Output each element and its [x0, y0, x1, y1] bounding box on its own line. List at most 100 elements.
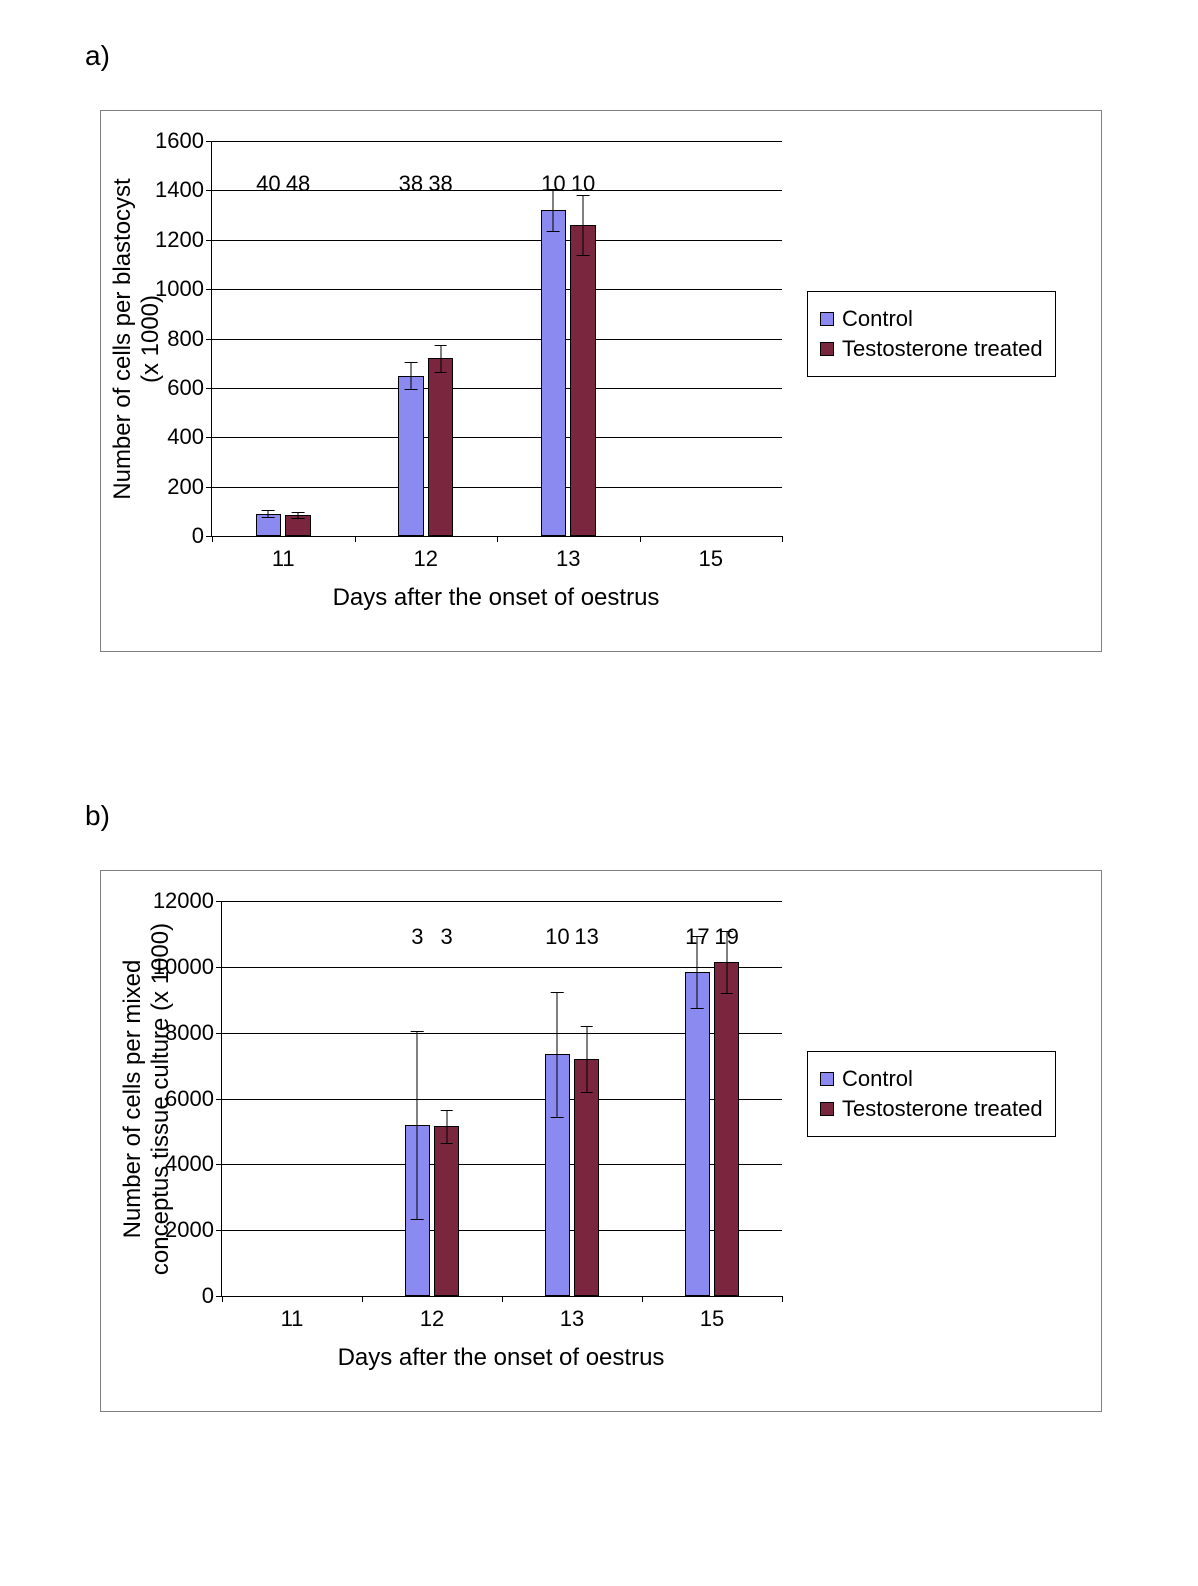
chart-ytick-mark — [216, 1164, 222, 1165]
chart-error-bar — [440, 345, 441, 372]
chart-n-label: 10 — [541, 171, 565, 197]
panel-a-label: a) — [85, 40, 110, 72]
chart-xtick-label: 11 — [281, 1296, 304, 1332]
chart-n-label: 3 — [411, 924, 423, 950]
chart-a-y-title-line1: Number of cells per blastocyst — [109, 178, 137, 499]
chart-error-cap — [262, 510, 275, 511]
chart-error-cap — [292, 512, 305, 513]
chart-ytick-mark — [206, 339, 212, 340]
chart-error-cap — [411, 1031, 424, 1032]
chart-n-label: 17 — [685, 924, 709, 950]
chart-n-label: 48 — [286, 171, 310, 197]
chart-a-x-title: Days after the onset of oestrus — [333, 584, 660, 612]
chart-error-cap — [551, 992, 564, 993]
chart-ytick-label: 1600 — [155, 128, 212, 154]
chart-gridline — [212, 437, 782, 438]
chart-n-label: 10 — [545, 924, 569, 950]
legend-swatch-testosterone-icon — [820, 1102, 834, 1116]
chart-xtick-mark — [502, 1296, 503, 1302]
chart-error-bar — [446, 1110, 447, 1143]
chart-error-cap — [720, 993, 733, 994]
chart-ytick-mark — [216, 1230, 222, 1231]
chart-error-cap — [580, 1092, 593, 1093]
chart-gridline — [222, 901, 782, 902]
chart-ytick-label: 1200 — [155, 227, 212, 253]
chart-bar — [434, 1126, 459, 1296]
chart-gridline — [212, 339, 782, 340]
chart-xtick-mark — [640, 536, 641, 542]
legend-row-control: Control — [820, 1066, 1043, 1092]
chart-error-cap — [547, 231, 560, 232]
chart-error-cap — [292, 518, 305, 519]
chart-bar — [398, 376, 424, 536]
chart-gridline — [212, 487, 782, 488]
chart-bar — [714, 962, 739, 1296]
chart-a-y-title-line2: (x 1000) — [137, 294, 165, 382]
chart-xtick-mark — [497, 536, 498, 542]
chart-b-y-title-line2: conceptus tissue culture (x 1000) — [147, 922, 175, 1274]
chart-error-cap — [405, 389, 418, 390]
chart-xtick-label: 15 — [700, 1296, 724, 1332]
chart-a-legend: Control Testosterone treated — [807, 291, 1056, 377]
chart-n-label: 13 — [574, 924, 598, 950]
chart-bar — [541, 210, 567, 536]
chart-bar — [685, 972, 710, 1296]
chart-b-y-title-line1: Number of cells per mixed — [119, 959, 147, 1238]
chart-b-x-title: Days after the onset of oestrus — [338, 1344, 665, 1372]
chart-n-label: 3 — [440, 924, 452, 950]
chart-xtick-label: 13 — [560, 1296, 584, 1332]
chart-error-bar — [586, 1026, 587, 1092]
chart-xtick-mark — [362, 1296, 363, 1302]
chart-gridline — [212, 141, 782, 142]
chart-error-cap — [434, 372, 447, 373]
chart-ytick-mark — [206, 388, 212, 389]
legend-label-control: Control — [842, 1066, 913, 1092]
chart-gridline — [222, 967, 782, 968]
chart-error-cap — [577, 255, 590, 256]
chart-bar — [570, 225, 596, 536]
chart-xtick-mark — [212, 536, 213, 542]
legend-swatch-control-icon — [820, 312, 834, 326]
chart-a-frame: 0200400600800100012001400160011121315404… — [100, 110, 1102, 652]
chart-ytick-mark — [206, 437, 212, 438]
chart-ytick-mark — [216, 1099, 222, 1100]
chart-error-cap — [411, 1219, 424, 1220]
legend-label-control: Control — [842, 306, 913, 332]
chart-xtick-mark — [642, 1296, 643, 1302]
chart-error-bar — [583, 195, 584, 254]
chart-error-cap — [440, 1110, 453, 1111]
page-root: a) 0200400600800100012001400160011121315… — [0, 0, 1198, 1586]
chart-n-label: 40 — [256, 171, 280, 197]
chart-error-bar — [417, 1031, 418, 1219]
chart-xtick-label: 12 — [420, 1296, 444, 1332]
chart-ytick-mark — [216, 1033, 222, 1034]
legend-row-testosterone: Testosterone treated — [820, 1096, 1043, 1122]
legend-swatch-control-icon — [820, 1072, 834, 1086]
chart-b-legend: Control Testosterone treated — [807, 1051, 1056, 1137]
chart-error-cap — [405, 362, 418, 363]
chart-b-plot: 0200040006000800010000120001112131533101… — [221, 901, 782, 1297]
chart-error-bar — [268, 510, 269, 517]
chart-gridline — [212, 289, 782, 290]
chart-ytick-mark — [216, 967, 222, 968]
chart-error-cap — [434, 345, 447, 346]
chart-xtick-label: 13 — [556, 536, 580, 572]
chart-xtick-mark — [782, 1296, 783, 1302]
chart-n-label: 38 — [428, 171, 452, 197]
chart-ytick-mark — [206, 190, 212, 191]
chart-n-label: 10 — [571, 171, 595, 197]
chart-n-label: 38 — [399, 171, 423, 197]
chart-ytick-mark — [206, 141, 212, 142]
chart-ytick-label: 12000 — [153, 888, 222, 914]
chart-gridline — [212, 240, 782, 241]
chart-b-frame: 0200040006000800010000120001112131533101… — [100, 870, 1102, 1412]
legend-label-testosterone: Testosterone treated — [842, 1096, 1043, 1122]
chart-error-cap — [691, 1008, 704, 1009]
chart-xtick-mark — [355, 536, 356, 542]
chart-ytick-mark — [206, 487, 212, 488]
chart-xtick-label: 11 — [272, 536, 295, 572]
chart-bar — [428, 358, 454, 536]
chart-error-cap — [580, 1026, 593, 1027]
chart-a-plot: 0200400600800100012001400160011121315404… — [211, 141, 782, 537]
chart-error-cap — [262, 517, 275, 518]
